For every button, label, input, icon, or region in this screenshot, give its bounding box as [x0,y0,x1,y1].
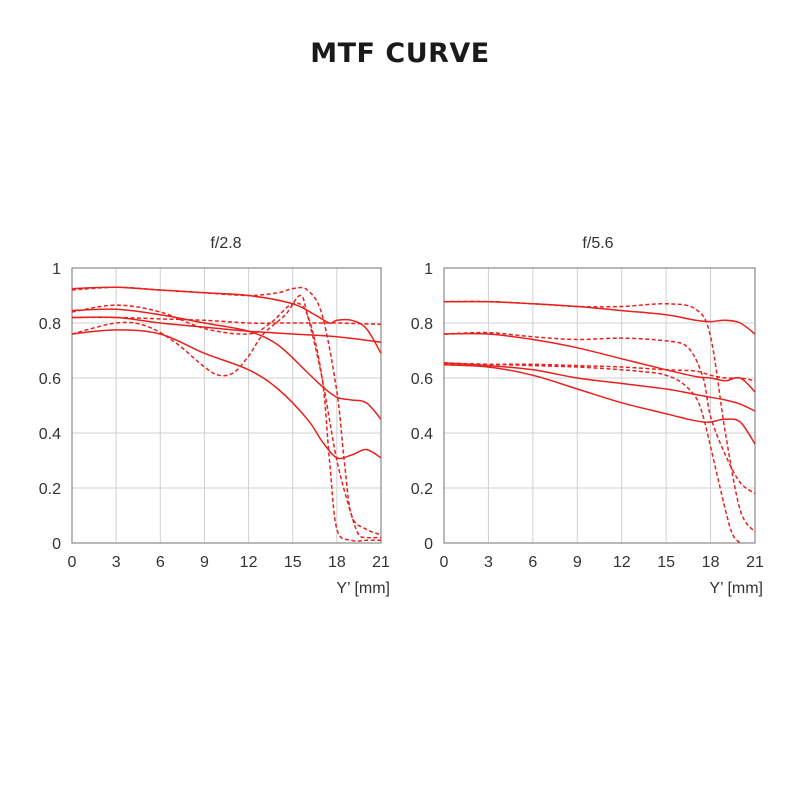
y-tick-label: 0.6 [39,371,61,388]
x-tick-label: 18 [328,554,346,571]
chart-title: f/5.6 [582,235,613,252]
y-tick-label: 0.4 [39,426,61,443]
x-tick-label: 3 [484,554,493,571]
y-tick-label: 0 [52,536,61,553]
mtf-line-dashed-7 [443,362,756,382]
x-tick-label: 6 [156,554,165,571]
mtf-line-solid-3 [71,329,382,460]
chart-title: f/2.8 [210,235,241,252]
y-tick-label: 0.8 [39,316,61,333]
mtf-line-solid-0 [443,300,756,335]
x-axis-label: Y’ [mm] [336,580,390,597]
chart-panel-f2-8: f/2.8 Y’ [mm] 0 3 6 9 12 15 18 21 0 0.2 0.4 0.6 0.8 1 [39,235,390,597]
chart-panel-f5-6: f/5.6 Y’ [mm] 0 3 6 9 12 15 18 21 0 0.2 0.4 0.6 0.8 1 [411,235,764,597]
series-group [71,286,382,542]
y-tick-label: 1 [424,261,433,278]
y-tick-label: 0.6 [411,371,433,388]
y-tick-label: 0.4 [411,426,433,443]
mtf-line-solid-1 [443,332,756,393]
y-tick-label: 0 [424,536,433,553]
x-tick-label: 12 [240,554,258,571]
page-title: MTF CURVE [310,38,490,69]
mtf-line-dashed-6 [443,363,741,544]
y-tick-label: 0.2 [411,481,433,498]
mtf-line-solid-2 [71,308,382,420]
x-tick-label: 9 [200,554,209,571]
y-tick-label: 1 [52,261,61,278]
plot-frame [71,267,382,544]
mtf-line-solid-3 [443,364,756,445]
y-tick-label: 0.2 [39,481,61,498]
x-tick-label: 3 [112,554,121,571]
x-tick-label: 9 [573,554,582,571]
x-tick-label: 21 [372,554,390,571]
x-tick-label: 0 [440,554,449,571]
mtf-line-solid-2 [443,362,756,412]
mtf-line-dashed-4 [71,316,382,326]
x-tick-label: 18 [702,554,720,571]
mtf-line-dashed-4 [443,300,756,533]
x-tick-label: 15 [284,554,302,571]
x-axis-label: Y’ [mm] [709,580,763,597]
plot-frame [443,267,756,544]
mtf-line-dashed-5 [71,302,381,542]
x-tick-label: 12 [613,554,631,571]
x-tick-label: 21 [746,554,764,571]
x-tick-label: 0 [68,554,77,571]
mtf-line-dashed-5 [443,331,756,495]
series-group [443,300,756,544]
mtf-line-dashed-6 [71,294,382,539]
x-tick-label: 15 [657,554,675,571]
mtf-line-solid-0 [71,286,382,354]
mtf-line-dashed-7 [71,286,382,536]
y-tick-label: 0.8 [411,316,433,333]
x-tick-label: 6 [528,554,537,571]
